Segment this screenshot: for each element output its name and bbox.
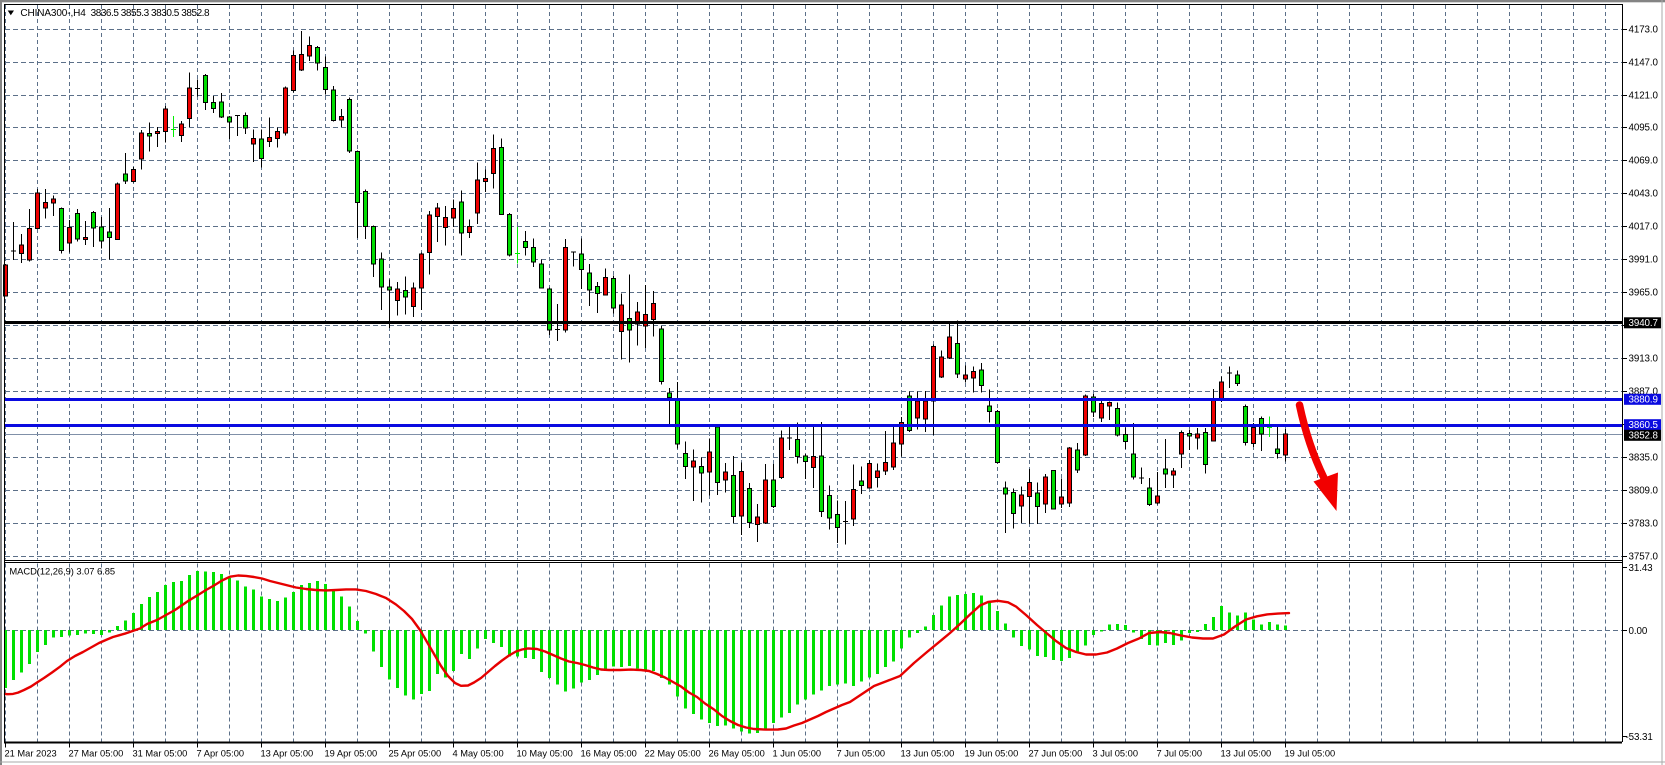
svg-text:27 Jun 05:00: 27 Jun 05:00 <box>1029 749 1083 759</box>
svg-text:31.43: 31.43 <box>1629 563 1654 574</box>
svg-text:13 Apr 05:00: 13 Apr 05:00 <box>261 749 314 759</box>
svg-text:19 Jun 05:00: 19 Jun 05:00 <box>965 749 1019 759</box>
svg-text:4095.0: 4095.0 <box>1629 122 1659 133</box>
svg-text:4017.0: 4017.0 <box>1629 221 1659 232</box>
svg-text:3757.0: 3757.0 <box>1629 551 1659 562</box>
svg-text:-53.31: -53.31 <box>1626 732 1653 743</box>
svg-text:13 Jun 05:00: 13 Jun 05:00 <box>901 749 955 759</box>
svg-text:19 Jul 05:00: 19 Jul 05:00 <box>1285 749 1336 759</box>
svg-text:3913.0: 3913.0 <box>1629 353 1659 364</box>
svg-text:13 Jul 05:00: 13 Jul 05:00 <box>1221 749 1272 759</box>
svg-text:3852.8: 3852.8 <box>1629 431 1659 442</box>
svg-text:3 Jul 05:00: 3 Jul 05:00 <box>1093 749 1139 759</box>
svg-text:31 Mar 05:00: 31 Mar 05:00 <box>133 749 188 759</box>
svg-text:CHINA300-,H4: CHINA300-,H4 <box>20 8 86 19</box>
svg-text:4147.0: 4147.0 <box>1629 57 1659 68</box>
svg-text:16 May 05:00: 16 May 05:00 <box>581 749 637 759</box>
svg-text:10 May 05:00: 10 May 05:00 <box>517 749 573 759</box>
svg-text:3940.7: 3940.7 <box>1629 318 1658 329</box>
svg-text:MACD(12,26,9) 3.07 6.85: MACD(12,26,9) 3.07 6.85 <box>9 566 115 577</box>
svg-text:4121.0: 4121.0 <box>1629 90 1659 101</box>
svg-text:3783.0: 3783.0 <box>1629 518 1659 529</box>
svg-text:3835.0: 3835.0 <box>1629 452 1659 463</box>
svg-text:4173.0: 4173.0 <box>1629 24 1659 35</box>
svg-text:3965.0: 3965.0 <box>1629 287 1659 298</box>
svg-text:7 Jul 05:00: 7 Jul 05:00 <box>1157 749 1203 759</box>
svg-text:3991.0: 3991.0 <box>1629 254 1659 265</box>
svg-text:3887.0: 3887.0 <box>1629 386 1659 397</box>
svg-text:19 Apr 05:00: 19 Apr 05:00 <box>325 749 378 759</box>
svg-text:22 May 05:00: 22 May 05:00 <box>645 749 701 759</box>
svg-text:25 Apr 05:00: 25 Apr 05:00 <box>389 749 442 759</box>
svg-text:0.00: 0.00 <box>1629 626 1648 637</box>
svg-text:27 Mar 05:00: 27 Mar 05:00 <box>69 749 124 759</box>
svg-text:3809.0: 3809.0 <box>1629 485 1659 496</box>
svg-text:4043.0: 4043.0 <box>1629 188 1659 199</box>
svg-text:4 May 05:00: 4 May 05:00 <box>453 749 504 759</box>
svg-text:26 May 05:00: 26 May 05:00 <box>709 749 765 759</box>
svg-text:3836.5 3855.3 3830.5 3852.8: 3836.5 3855.3 3830.5 3852.8 <box>91 8 210 19</box>
svg-text:3860.5: 3860.5 <box>1629 420 1659 431</box>
svg-text:4069.0: 4069.0 <box>1629 155 1659 166</box>
svg-text:3880.9: 3880.9 <box>1629 395 1658 406</box>
svg-text:7 Apr 05:00: 7 Apr 05:00 <box>197 749 245 759</box>
svg-text:7 Jun 05:00: 7 Jun 05:00 <box>837 749 886 759</box>
svg-text:1 Jun 05:00: 1 Jun 05:00 <box>773 749 822 759</box>
svg-text:21 Mar 2023: 21 Mar 2023 <box>5 749 57 759</box>
